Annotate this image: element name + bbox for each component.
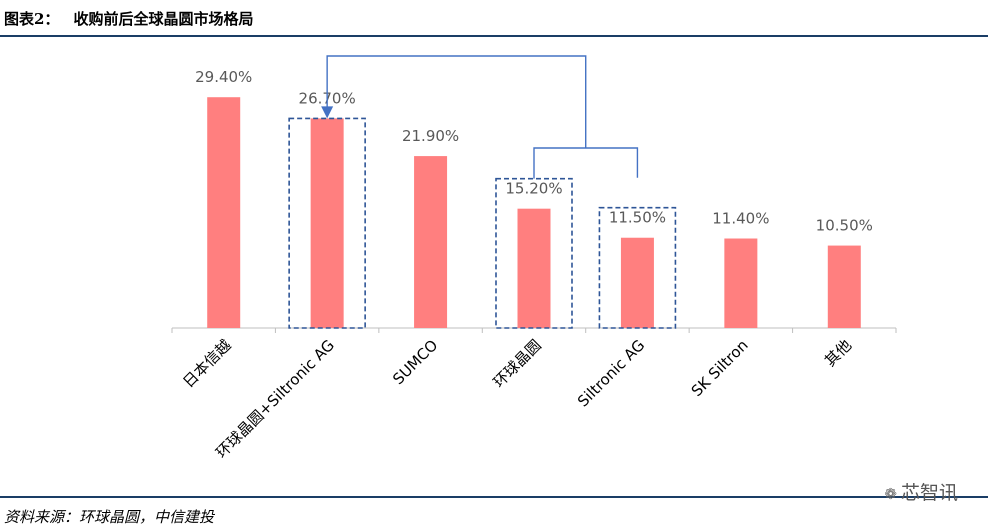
- category-label: SUMCO: [389, 336, 441, 388]
- bar: [827, 245, 861, 328]
- category-label: 日本信越: [179, 336, 234, 391]
- category-label: 环球晶圆: [490, 336, 545, 391]
- data-label: 15.20%: [505, 180, 562, 198]
- category-label: Siltronic AG: [574, 336, 648, 410]
- figure-title-text: 收购前后全球晶圆市场格局: [73, 10, 254, 28]
- data-label: 21.90%: [402, 127, 459, 145]
- bar: [414, 156, 448, 328]
- highlight-box: [598, 206, 677, 329]
- bar: [724, 238, 758, 328]
- data-label: 11.50%: [609, 209, 666, 227]
- watermark-text: 芯智讯: [900, 482, 958, 504]
- category-label: 其他: [821, 336, 855, 370]
- highlight-box: [288, 117, 366, 329]
- bar: [517, 208, 551, 328]
- top-divider: [0, 35, 988, 37]
- bar: [620, 237, 654, 328]
- merge-bracket: [533, 147, 639, 179]
- data-label: 11.40%: [712, 210, 769, 228]
- bottom-divider: [0, 496, 988, 498]
- category-label: 环球晶圆+Siltronic AG: [212, 336, 338, 462]
- figure-number: 图表2：: [4, 10, 60, 28]
- data-label: 29.40%: [195, 68, 252, 86]
- merge-arrow-line: [326, 55, 587, 148]
- category-label: SK Siltron: [688, 336, 752, 400]
- wechat-icon: ❁: [884, 485, 897, 503]
- figure-title: 图表2： 收购前后全球晶圆市场格局: [4, 8, 253, 29]
- watermark: ❁ 芯智讯: [884, 478, 958, 505]
- bar: [310, 118, 344, 328]
- data-label: 10.50%: [816, 217, 873, 235]
- bar: [207, 97, 241, 329]
- merge-arrow-head: [321, 106, 334, 119]
- source-note: 资料来源：环球晶圆，中信建投: [4, 508, 215, 526]
